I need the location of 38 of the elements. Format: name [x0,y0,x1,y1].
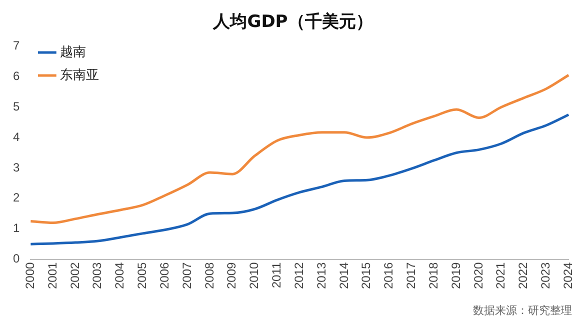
x-tick-label: 2015 [359,262,374,290]
legend-label: 东南亚 [60,67,100,82]
x-tick-label: 2008 [202,262,216,290]
y-tick-label: 0 [12,252,20,266]
legend-label: 越南 [60,44,86,60]
y-tick-label: 4 [12,130,20,144]
y-tick-label: 5 [12,99,20,114]
y-tick-label: 3 [12,160,20,174]
x-tick-label: 2001 [45,262,60,290]
y-tick-label: 6 [12,68,20,83]
source-note: 数据来源：研究整理 [473,303,572,318]
x-tick-label: 2014 [336,262,351,290]
y-tick-label: 1 [12,221,20,236]
x-tick-label: 2006 [157,262,172,290]
x-tick-label: 2020 [471,262,486,290]
x-tick-label: 2021 [494,262,508,290]
x-tick-label: 2024 [560,262,575,290]
x-tick-label: 2009 [224,262,239,290]
x-tick-label: 2003 [90,262,104,290]
x-tick-label: 2018 [426,262,440,290]
y-tick-label: 7 [12,38,20,53]
x-tick-label: 2023 [538,262,552,290]
x-tick-label: 2007 [180,262,194,290]
x-tick-label: 2022 [516,262,530,290]
x-tick-label: 2013 [314,262,328,290]
chart-title: 人均GDP（千美元） [212,11,374,33]
x-tick-label: 2019 [448,262,463,290]
line-series [29,113,570,246]
x-tick-label: 2016 [382,262,396,290]
x-tick-label: 2011 [270,262,284,288]
x-tick-label: 2002 [68,262,82,290]
x-tick-label: 2004 [112,262,127,290]
x-tick-label: 2010 [247,262,262,290]
x-tick-label: 2012 [292,262,306,290]
x-tick-label: 2005 [135,262,150,290]
x-tick-label: 2000 [22,262,37,290]
x-tick-label: 2017 [404,262,418,290]
y-tick-label: 2 [12,190,20,205]
